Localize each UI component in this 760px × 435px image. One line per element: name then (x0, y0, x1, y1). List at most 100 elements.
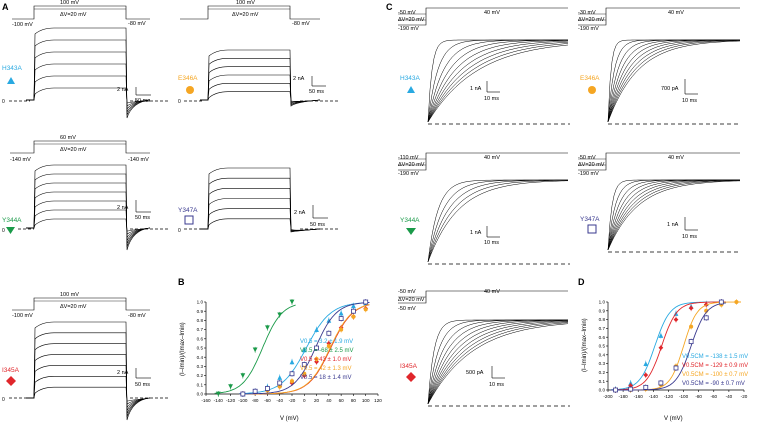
activation-trace (427, 43, 569, 123)
protocol-step-voltage: 40 mV (484, 155, 500, 161)
protocol-tail: -140 mV (128, 157, 149, 163)
protocol-step-voltage: 100 mV (60, 292, 79, 298)
mutant-label: E346A (580, 75, 600, 82)
scale-y-label: 2 nA (117, 370, 129, 376)
data-point (289, 359, 295, 365)
fit-curve (214, 304, 296, 394)
data-point (277, 375, 283, 380)
protocol-delta: ΔV=20 mV (60, 147, 87, 153)
scale-y-label: 1 nA (470, 86, 482, 92)
activation-trace (427, 319, 568, 405)
protocol-prepulse-voltage: -50 mV (398, 10, 416, 16)
current-traces (200, 49, 321, 107)
y-tick-label: 0.7 (599, 326, 606, 331)
x-tick-label: -140 (649, 394, 659, 399)
activation-trace (607, 180, 740, 251)
current-traces (26, 27, 151, 119)
activation-trace (427, 44, 569, 123)
y-tick-label: 0.2 (197, 373, 204, 378)
panel-letter-d: D (578, 277, 585, 287)
y-tick-label: 0.1 (197, 382, 204, 387)
panel-letter-a: A (2, 2, 9, 12)
scale-y-label: 2 nA (117, 87, 129, 93)
mutant-label: Y344A (400, 217, 420, 224)
scale-x-label: 10 ms (682, 234, 697, 240)
activation-trace (607, 39, 740, 123)
y-tick-label: 0.7 (197, 327, 204, 332)
mutant-label: Y344A (2, 217, 22, 224)
scale-y-label: 500 pA (466, 370, 484, 376)
scale-y-label: 2 nA (293, 76, 305, 82)
x-tick-label: -100 (679, 394, 689, 399)
data-point (252, 388, 258, 394)
activation-trace (427, 319, 568, 405)
y-tick-label: 0.3 (197, 364, 204, 369)
protocol-line (12, 297, 150, 311)
activation-trace (607, 40, 740, 123)
x-tick-label: -160 (634, 394, 644, 399)
current-trace (26, 191, 151, 241)
current-trace (26, 209, 151, 235)
scale-y-label: 2 nA (294, 210, 306, 216)
y-tick-label: 0.6 (197, 336, 204, 341)
scale-x-label: 50 ms (135, 98, 150, 104)
scale-y-label: 1 nA (667, 222, 679, 228)
activation-trace (427, 322, 569, 405)
triangle-down-icon (6, 227, 15, 234)
current-trace (26, 173, 151, 247)
protocol-tail: -80 mV (128, 21, 146, 27)
data-point (240, 391, 246, 397)
current-trace (200, 218, 321, 231)
data-point (658, 333, 664, 338)
data-point (301, 347, 307, 353)
scale-x-label: 10 ms (489, 382, 504, 388)
data-point (289, 371, 295, 377)
legend-item: V0.5CM = -90 ± 0.7 mV (682, 381, 745, 387)
activation-trace (607, 39, 740, 123)
y-tick-label: 0.9 (197, 309, 204, 314)
data-point (265, 325, 270, 331)
scale-x-label: 10 ms (484, 96, 499, 102)
x-tick-label: -80 (252, 398, 259, 403)
data-point (628, 386, 634, 392)
circle-icon (186, 86, 194, 94)
legend-item: V0.5 = 42 ± 1.3 mV (300, 366, 352, 372)
x-tick-label: -140 (214, 398, 224, 403)
circle-icon (588, 86, 596, 94)
data-point (240, 373, 246, 378)
x-tick-label: 120 (374, 398, 382, 403)
data-point (363, 299, 369, 305)
current-trace (26, 332, 151, 417)
protocol-hold: -100 mV (12, 22, 33, 28)
protocol-line (10, 140, 150, 154)
x-tick-label: 60 (339, 398, 345, 403)
data-point (215, 391, 221, 397)
protocol-step-voltage: 40 mV (668, 10, 684, 16)
current-traces (427, 39, 569, 123)
activation-trace (427, 39, 568, 123)
y-tick-label: 0.4 (599, 352, 606, 357)
data-point (338, 316, 344, 321)
data-point (643, 372, 649, 378)
legend-item: V0.5 = -68 ± 2.5 mV (300, 348, 354, 354)
mutant-label: I345A (2, 367, 20, 374)
x-tick-label: -100 (238, 398, 248, 403)
protocol-hold: -190 mV (398, 171, 419, 177)
scale-x-label: 50 ms (135, 382, 150, 388)
x-tick-label: -120 (664, 394, 674, 399)
current-trace (26, 39, 151, 116)
activation-trace (427, 39, 568, 123)
data-point (643, 361, 649, 366)
activation-trace (427, 40, 569, 123)
protocol-delta: ΔV=20 mV (398, 17, 425, 23)
data-point (289, 299, 295, 305)
current-trace (26, 218, 151, 232)
protocol-line (12, 5, 150, 20)
x-tick-label: 80 (351, 398, 357, 403)
activation-trace (607, 40, 741, 123)
current-trace (26, 343, 151, 414)
y-tick-label: 0.6 (599, 335, 606, 340)
scale-x-label: 10 ms (484, 240, 499, 246)
x-tick-label: -120 (226, 398, 236, 403)
data-point (643, 384, 649, 390)
